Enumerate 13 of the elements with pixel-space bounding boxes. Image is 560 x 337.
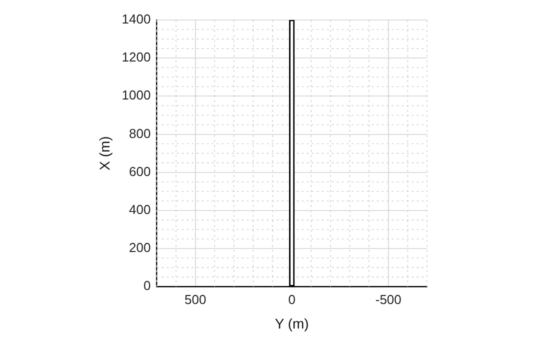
x-tick-label: -500 bbox=[375, 292, 402, 307]
x-tick-label: 0 bbox=[288, 292, 296, 307]
y-tick-label: 1200 bbox=[122, 50, 151, 65]
y-tick-label: 800 bbox=[129, 126, 151, 141]
y-tick-label: 400 bbox=[129, 202, 151, 218]
y-tick-label: 600 bbox=[129, 164, 151, 179]
x-axis-title: Y (m) bbox=[274, 315, 309, 332]
x-tick-label: 500 bbox=[184, 292, 206, 307]
y-tick-label: 1400 bbox=[122, 12, 151, 27]
y-tick-label: 0 bbox=[143, 278, 151, 294]
y-tick-label: 200 bbox=[129, 240, 151, 256]
y-tick-label: 1000 bbox=[122, 88, 151, 103]
y-axis-title: X (m) bbox=[96, 136, 112, 170]
